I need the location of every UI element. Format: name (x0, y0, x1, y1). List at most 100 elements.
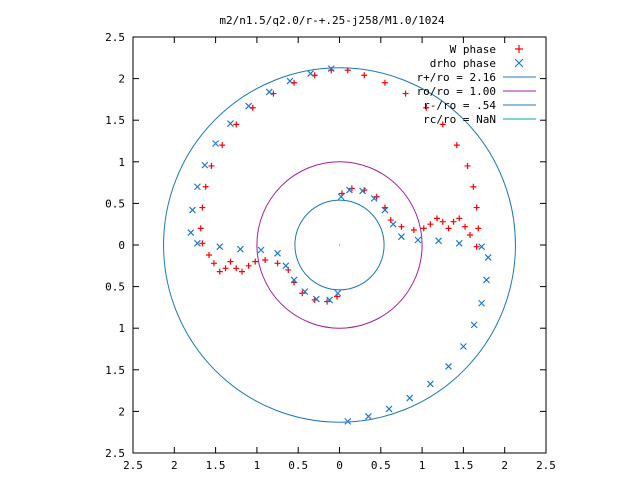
drho-phase-point (290, 276, 298, 284)
drho-phase-point (307, 70, 315, 78)
legend-label: W phase (450, 43, 496, 56)
w-phase-point (453, 142, 460, 149)
w-phase-point (239, 268, 246, 275)
w-phase-point (462, 223, 469, 230)
legend-label: rc/ro = NaN (423, 113, 496, 126)
w-phase-point (205, 251, 212, 258)
drho-phase-point (301, 288, 309, 296)
y-tick-label: 1.5 (105, 114, 125, 127)
drho-phase-point (334, 289, 342, 297)
w-phase-point (361, 72, 368, 79)
y-tick-label: 2 (118, 73, 125, 86)
w-phase-point (398, 223, 405, 230)
x-tick-label: 2.5 (123, 459, 143, 472)
drho-phase-point (445, 363, 452, 370)
drho-phase-point (389, 220, 397, 228)
drho-phase-point (216, 243, 224, 251)
w-phase-point (233, 265, 240, 272)
w-phase-point (475, 225, 482, 232)
w-phase-point (233, 121, 240, 128)
drho-phase-point (478, 299, 485, 307)
drho-phase-point (327, 65, 335, 73)
drho-phase-point (274, 249, 281, 257)
legend-label: drho phase (430, 57, 496, 70)
reference-circles (163, 67, 516, 423)
y-tick-label: 2.5 (105, 447, 125, 460)
x-tick-label: 0.5 (371, 459, 391, 472)
drho-phase-point (194, 183, 201, 191)
drho-phase-point (265, 88, 273, 96)
w-phase-point (210, 260, 217, 267)
drho-phase-point (455, 239, 463, 247)
legend-label: r+/ro = 2.16 (417, 71, 496, 84)
y-tick-label: 1 (118, 322, 125, 335)
w-phase-point (202, 183, 209, 190)
x-tick-label: 2 (171, 459, 178, 472)
legend-swatch (514, 58, 524, 68)
w-phase-point (433, 215, 440, 222)
w-phase-point (439, 218, 446, 225)
w-phase-point (199, 240, 206, 247)
w-phase-point (464, 162, 471, 169)
drho-phase-point (381, 206, 389, 214)
drho-phase-point (187, 229, 195, 236)
drho-phase-point (426, 380, 434, 388)
w-phase-point (445, 225, 452, 232)
w-phase-point (199, 204, 206, 211)
w-phase-point (262, 256, 269, 263)
circle-center-dot (338, 244, 341, 246)
x-tick-label: 1.5 (206, 459, 226, 472)
y-tick-label: 0.5 (105, 281, 125, 294)
drho-phase-point (435, 237, 443, 245)
w-phase-point (197, 225, 204, 232)
w-phase-point (245, 262, 252, 269)
w-phase-point (252, 258, 259, 265)
drho-phase-point (478, 243, 485, 251)
drho-phase-point (398, 233, 405, 241)
drho-phase-point (459, 343, 467, 350)
drho-phase-point (194, 239, 201, 247)
w-phase-point (427, 221, 434, 228)
w-phase-point (470, 183, 477, 190)
y-tick-label: 1.5 (105, 364, 125, 377)
drho-phase-point (286, 77, 294, 85)
drho-phase-point (364, 412, 372, 420)
w-phase-point (222, 265, 229, 272)
w-phase-point (473, 243, 480, 250)
w-phase-point (423, 104, 430, 111)
y-tick-label: 1 (118, 156, 125, 169)
drho-phase-point (236, 245, 244, 253)
x-tick-label: 1.5 (453, 459, 473, 472)
y-tick-label: 0 (118, 239, 125, 252)
x-tick-label: 1 (419, 459, 426, 472)
drho-phase-point (359, 187, 367, 195)
drho-phase-point (483, 276, 490, 284)
w-phase-point (227, 258, 234, 265)
x-tick-label: 2 (501, 459, 508, 472)
drho-phase-point (385, 405, 393, 413)
drho-phase-point (282, 262, 290, 270)
w-phase-point (274, 260, 281, 267)
drho-phase-point (201, 161, 209, 169)
x-tick-label: 1 (254, 459, 261, 472)
w-phase-point (402, 90, 409, 97)
drho-phase-point (245, 102, 253, 110)
w-phase-point (219, 142, 226, 149)
y-tick-label: 0.5 (105, 197, 125, 210)
legend-label: r-/ro = .54 (423, 99, 496, 112)
drho-phase-point (312, 295, 320, 303)
drho-phase-point (344, 417, 352, 425)
w-phase-point (473, 204, 480, 211)
circle-3 (256, 161, 423, 329)
drho-phase-point (414, 236, 422, 244)
drho-phase-point (484, 254, 492, 261)
drho-phase-point (189, 206, 196, 214)
legend-swatch (515, 45, 523, 53)
w-phase-point (216, 268, 223, 275)
w-phase-point (439, 121, 446, 128)
chart-title: m2/n1.5/q2.0/r-+.25-j258/M1.0/1024 (219, 14, 445, 27)
w-phase-point (420, 225, 427, 232)
x-tick-label: 0 (336, 459, 343, 472)
drho-phase-point (337, 193, 345, 201)
drho-phase-point (227, 120, 234, 127)
